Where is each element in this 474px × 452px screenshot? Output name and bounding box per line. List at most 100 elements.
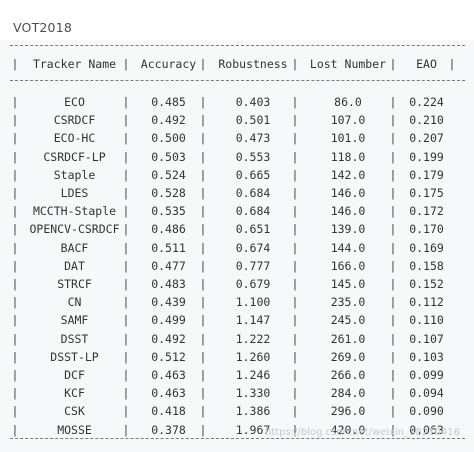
table-row: | | | | | DAT 0.477 0.777 166.0 0.158 [0, 257, 474, 275]
cell-lost-number: 101.0 [330, 131, 366, 146]
cell-lost-number: 118.0 [330, 149, 366, 164]
column-separator: | [291, 386, 299, 401]
column-separator: | [389, 295, 397, 310]
bottom-divider [10, 438, 465, 439]
cell-eao: 0.224 [409, 95, 444, 109]
column-separator: | [199, 277, 207, 291]
column-separator: | [389, 131, 397, 146]
cell-eao: 0.179 [409, 167, 444, 182]
column-separator: | [291, 349, 299, 364]
column-separator: | [199, 167, 207, 182]
table-row: | | | | | SAMF 0.499 1.147 245.0 0.110 [0, 311, 474, 329]
table-row: | | | | | BACF 0.511 0.674 144.0 0.169 [0, 239, 474, 257]
column-separator: | [291, 240, 299, 255]
cell-accuracy: 0.499 [151, 313, 186, 328]
cell-tracker-name: LDES [60, 186, 89, 200]
table-row: | | | | | DCF 0.463 1.246 266.0 0.099 [0, 366, 474, 384]
table-row: | | | | | ECO-HC 0.500 0.473 101.0 0.207 [0, 129, 474, 147]
cell-lost-number: 245.0 [330, 313, 366, 328]
column-separator: | [199, 295, 207, 310]
column-separator: | [389, 57, 397, 71]
column-separator: | [291, 404, 299, 419]
cell-tracker-name: CSRDCF-LP [43, 149, 106, 164]
column-separator: | [122, 386, 130, 401]
column-separator: | [122, 331, 130, 346]
column-separator: | [122, 186, 130, 200]
column-separator: | [199, 240, 207, 255]
column-separator: | [389, 95, 397, 109]
header-robustness: Robustness [218, 57, 288, 71]
cell-lost-number: 284.0 [330, 386, 366, 401]
column-separator: | [11, 149, 19, 164]
cell-eao: 0.107 [409, 331, 444, 346]
column-separator: | [11, 113, 19, 128]
column-separator: | [389, 404, 397, 419]
column-separator: | [389, 258, 397, 273]
cell-tracker-name: KCF [64, 386, 85, 401]
table-row: | | | | | DSST-LP 0.512 1.260 269.0 0.103 [0, 348, 474, 366]
header-divider [10, 80, 465, 81]
table-row: | | | | | CN 0.439 1.100 235.0 0.112 [0, 293, 474, 311]
column-separator: | [11, 295, 19, 310]
column-separator: | [199, 149, 207, 164]
column-separator: | [291, 368, 299, 382]
column-separator: | [389, 368, 397, 382]
cell-eao: 0.170 [409, 222, 444, 237]
column-separator: | [389, 349, 397, 364]
column-separator: | [291, 131, 299, 146]
table-row: | | | | | OPENCV-CSRDCF 0.486 0.651 139.0 0.170 [0, 220, 474, 238]
cell-tracker-name: CSK [64, 404, 85, 419]
table-row: | | | | | DSST 0.492 1.222 261.0 0.107 [0, 330, 474, 348]
cell-lost-number: 139.0 [330, 222, 366, 237]
cell-tracker-name: STRCF [57, 277, 92, 291]
cell-lost-number: 296.0 [330, 404, 366, 419]
cell-lost-number: 146.0 [330, 186, 366, 200]
cell-lost-number: 420.0 [330, 422, 366, 437]
cell-eao: 0.112 [409, 295, 444, 310]
column-separator: | [291, 331, 299, 346]
column-separator: | [11, 386, 19, 401]
column-separator: | [291, 113, 299, 128]
column-separator: | [199, 404, 207, 419]
table-row: | | | | | MCCTH-Staple 0.535 0.684 146.0 0.172 [0, 202, 474, 220]
column-separator: | [291, 258, 299, 273]
column-separator: | [291, 204, 299, 219]
header-lost-number: Lost Number [309, 57, 387, 71]
cell-robustness: 1.222 [235, 331, 271, 346]
column-separator: | [122, 167, 130, 182]
cell-accuracy: 0.500 [151, 131, 186, 146]
cell-robustness: 0.501 [235, 113, 271, 128]
cell-eao: 0.207 [409, 131, 444, 146]
column-separator: | [389, 149, 397, 164]
cell-tracker-name: BACF [60, 240, 89, 255]
cell-accuracy: 0.463 [151, 386, 186, 401]
column-separator: | [122, 131, 130, 146]
cell-lost-number: 145.0 [330, 277, 366, 291]
column-separator: | [389, 240, 397, 255]
column-separator: | [11, 349, 19, 364]
column-separator: | [291, 95, 299, 109]
column-separator: | [11, 240, 19, 255]
column-separator: | [389, 422, 397, 437]
cell-robustness: 1.330 [235, 386, 271, 401]
column-separator: | [291, 313, 299, 328]
cell-tracker-name: DCF [64, 368, 85, 382]
column-separator: | [199, 204, 207, 219]
column-separator: | [11, 422, 19, 437]
cell-lost-number: 146.0 [330, 204, 366, 219]
cell-robustness: 1.147 [235, 313, 271, 328]
column-separator: | [199, 386, 207, 401]
column-separator: | [291, 277, 299, 291]
column-separator: | [389, 386, 397, 401]
table-row: | | | | | LDES 0.528 0.684 146.0 0.175 [0, 184, 474, 202]
table-row: | | | | | STRCF 0.483 0.679 145.0 0.152 [0, 275, 474, 293]
cell-eao: 0.063 [409, 422, 444, 437]
cell-lost-number: 144.0 [330, 240, 366, 255]
cell-eao: 0.199 [409, 149, 444, 164]
column-separator: | [389, 204, 397, 219]
cell-tracker-name: CN [67, 295, 82, 310]
table-row: | | | | | ECO 0.485 0.403 86.0 0.224 [0, 93, 474, 111]
cell-accuracy: 0.512 [151, 349, 186, 364]
cell-robustness: 0.679 [235, 277, 271, 291]
cell-tracker-name: MCCTH-Staple [32, 204, 117, 219]
